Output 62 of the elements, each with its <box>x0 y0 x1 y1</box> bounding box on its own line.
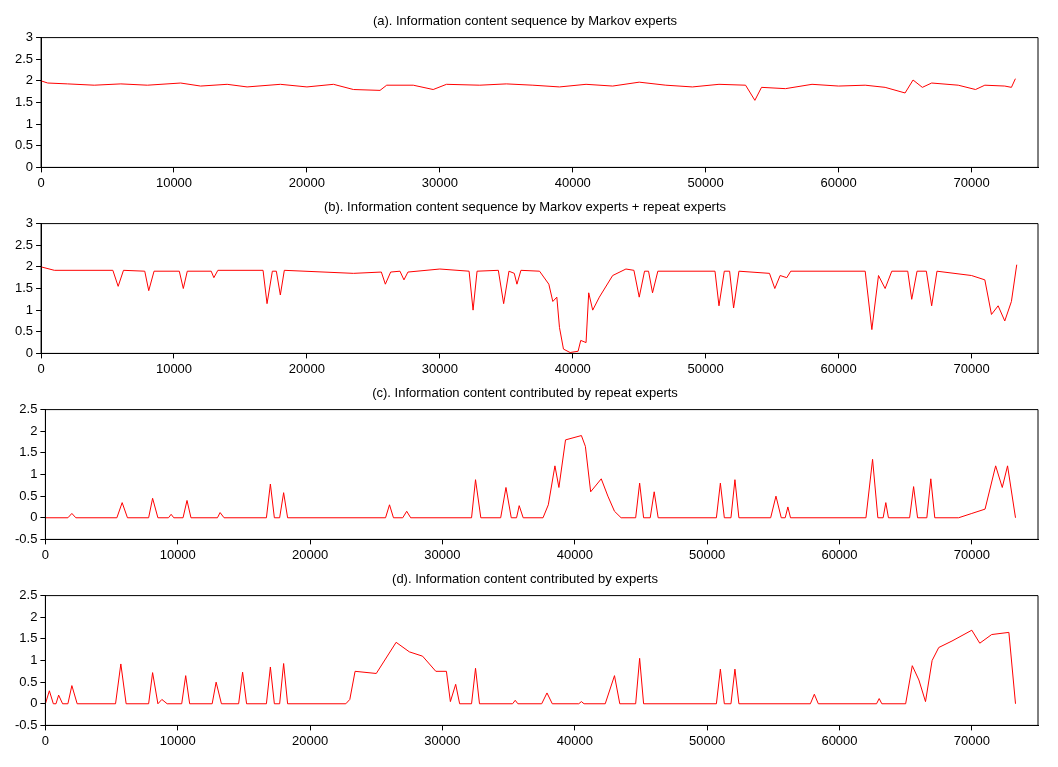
y-tick-label: 2 <box>30 422 38 438</box>
x-tick-label: 50000 <box>687 360 724 376</box>
x-tick-label: 50000 <box>689 732 726 748</box>
x-tick-label: 30000 <box>424 732 461 748</box>
x-tick-label: 30000 <box>421 360 458 376</box>
y-tick-label: 0 <box>30 509 38 525</box>
y-tick-label: 1 <box>25 115 34 131</box>
x-tick-label: 20000 <box>292 732 329 748</box>
y-tick-label: -0.5 <box>14 530 38 546</box>
x-tick-label: 60000 <box>821 732 858 748</box>
x-tick-label: 10000 <box>155 174 193 190</box>
x-tick-label: 0 <box>41 732 50 748</box>
y-tick-label: 2.5 <box>14 50 34 66</box>
y-tick-label: 3 <box>25 215 34 231</box>
x-tick-label: 40000 <box>556 732 593 748</box>
x-tick-label: 30000 <box>424 546 461 562</box>
x-tick-label: 60000 <box>821 546 858 562</box>
x-tick-label: 20000 <box>288 360 325 376</box>
y-tick-label: 2.5 <box>19 587 38 603</box>
y-tick-label: 1.5 <box>14 94 34 110</box>
x-tick-label: 0 <box>41 546 50 562</box>
x-tick-label: 50000 <box>689 546 726 562</box>
y-tick-label: 1.5 <box>19 444 38 460</box>
y-tick-label: 0.5 <box>19 673 38 689</box>
y-tick-label: 2.5 <box>19 401 38 417</box>
y-tick-label: 1 <box>30 652 38 668</box>
y-tick-label: 0.5 <box>14 323 34 339</box>
x-tick-label: 20000 <box>288 174 325 190</box>
x-tick-label: 40000 <box>556 546 593 562</box>
y-tick-label: 0 <box>25 158 34 174</box>
y-tick-label: 2 <box>25 72 34 88</box>
y-tick-label: 3 <box>25 29 34 45</box>
y-tick-label: 1.5 <box>19 630 38 646</box>
x-tick-label: 10000 <box>159 732 196 748</box>
x-tick-label: 50000 <box>687 174 724 190</box>
x-tick-label: 10000 <box>159 546 196 562</box>
x-tick-label: 70000 <box>953 732 990 748</box>
x-tick-label: 30000 <box>421 174 458 190</box>
chart-title: (c). Information content contributed by repeat experts <box>372 385 679 401</box>
chart-title: (b). Information content sequence by Markov experts + repeat experts <box>323 199 727 215</box>
chart-title: (a). Information content sequence by Markov experts <box>372 13 678 29</box>
x-tick-label: 70000 <box>953 546 990 562</box>
x-tick-label: 60000 <box>820 360 857 376</box>
y-tick-label: 2 <box>30 608 38 624</box>
y-tick-label: 0.5 <box>19 487 38 503</box>
x-tick-label: 60000 <box>820 174 857 190</box>
y-tick-label: 0 <box>30 695 38 711</box>
y-tick-label: 2 <box>25 258 34 274</box>
chart-title: (d). Information content contributed by experts <box>392 571 659 587</box>
y-tick-label: 2.5 <box>14 236 34 252</box>
y-tick-label: 1 <box>25 301 34 317</box>
y-tick-label: 1 <box>30 466 38 482</box>
y-tick-label: -0.5 <box>14 716 38 732</box>
x-tick-label: 70000 <box>953 174 990 190</box>
x-tick-label: 40000 <box>554 174 591 190</box>
y-tick-label: 0.5 <box>14 137 34 153</box>
y-tick-label: 1.5 <box>14 280 34 296</box>
x-tick-label: 10000 <box>155 360 193 376</box>
x-tick-label: 20000 <box>292 546 329 562</box>
x-tick-label: 70000 <box>953 360 990 376</box>
y-tick-label: 0 <box>25 344 34 360</box>
x-tick-label: 40000 <box>554 360 591 376</box>
